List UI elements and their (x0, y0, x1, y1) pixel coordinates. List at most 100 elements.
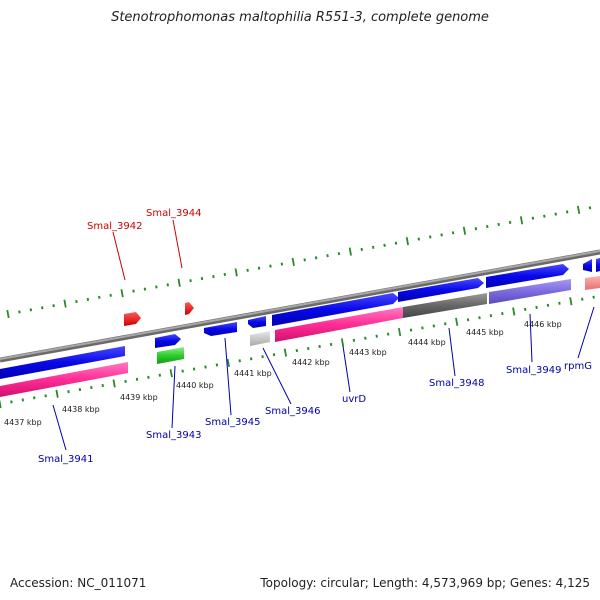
leader-smal-3946 (262, 347, 292, 405)
leader-smal-3944 (172, 219, 183, 269)
label-leaders (52, 219, 595, 451)
kbp-label: 4441 kbp (234, 369, 272, 378)
minor-tick (451, 231, 455, 235)
gene-label-smal-3949[interactable]: Smal_3949 (506, 365, 561, 376)
gene-label-smal-3943[interactable]: Smal_3943 (146, 430, 201, 441)
minor-tick (257, 266, 261, 270)
minor-tick (155, 285, 158, 289)
gene-label-smal-3941[interactable]: Smal_3941 (38, 454, 93, 465)
feature-smal-3949-reverse[interactable] (489, 279, 571, 304)
kbp-label: 4438 kbp (62, 405, 100, 414)
minor-tick (189, 279, 192, 283)
reverse-features (0, 276, 600, 397)
backbone (0, 249, 600, 363)
gene-edge-forward[interactable] (596, 258, 600, 272)
kbp-label: 4445 kbp (466, 328, 504, 337)
major-tick (234, 268, 238, 277)
gene-label-smal-3942[interactable]: Smal_3942 (87, 221, 142, 232)
major-tick (340, 338, 345, 347)
minor-tick (394, 241, 398, 245)
minor-tick (269, 264, 272, 268)
minor-tick (52, 304, 55, 308)
minor-tick (531, 216, 535, 220)
leader-smal-3948 (448, 327, 456, 377)
kbp-label: 4442 kbp (292, 358, 330, 367)
gene-smal-3946-arrow[interactable] (248, 316, 266, 328)
minor-tick (371, 245, 375, 249)
major-tick (120, 289, 124, 298)
kbp-label: 4446 kbp (524, 320, 562, 329)
gene-label-smal-3948[interactable]: Smal_3948 (429, 378, 484, 389)
minor-tick (212, 274, 215, 279)
major-tick (576, 205, 581, 215)
feature-smal-3946-reverse[interactable] (250, 331, 270, 346)
minor-tick (166, 283, 169, 287)
minor-tick (474, 227, 478, 231)
kbp-label-group: 4437 kbp 4438 kbp 4439 kbp 4440 kbp 4441… (4, 320, 562, 427)
accession-text: Accession: NC_011071 (10, 576, 147, 590)
major-tick (169, 369, 173, 378)
major-tick (112, 379, 116, 388)
major-tick (63, 299, 67, 308)
leader-smal-3945 (224, 337, 232, 416)
minor-tick (543, 214, 546, 218)
gene-label-uvrd[interactable]: uvrD (342, 394, 366, 405)
minor-tick (246, 268, 249, 272)
minor-tick (326, 254, 329, 258)
major-tick (397, 327, 402, 337)
major-tick (283, 348, 288, 357)
hypothetical-genes (124, 302, 194, 326)
minor-tick (40, 306, 44, 310)
major-tick (291, 257, 295, 267)
minor-tick (86, 297, 90, 301)
minor-tick (428, 235, 432, 239)
minor-tick (109, 293, 112, 297)
gene-rpmg-forward[interactable] (583, 259, 592, 272)
gene-label-rpmg[interactable]: rpmG (564, 361, 592, 372)
major-tick (512, 307, 516, 316)
gene-label-smal-3945[interactable]: Smal_3945 (205, 417, 260, 428)
feature-smal-3943-reverse[interactable] (157, 347, 184, 364)
kbp-label: 4443 kbp (349, 348, 387, 357)
minor-tick (132, 289, 135, 293)
minor-tick (497, 222, 500, 227)
minor-tick (417, 237, 421, 241)
minor-tick (486, 225, 489, 229)
major-tick (348, 247, 352, 256)
gene-smal-3942-arrow[interactable] (124, 312, 141, 326)
gene-smal-3948-forward[interactable] (398, 278, 484, 302)
gene-label-smal-3944[interactable]: Smal_3944 (146, 208, 201, 219)
minor-tick (75, 299, 78, 304)
major-tick (0, 399, 2, 409)
feature-smal-3941-reverse[interactable] (0, 362, 128, 397)
major-tick (405, 237, 410, 246)
major-tick (462, 226, 467, 235)
gene-smal-3943-arrow[interactable] (155, 334, 181, 348)
feature-smal-3948-reverse[interactable] (403, 293, 487, 318)
major-tick (55, 389, 59, 398)
forward-genes (0, 258, 600, 379)
kbp-label: 4439 kbp (120, 393, 158, 402)
minor-tick (383, 243, 386, 247)
minor-tick (440, 233, 443, 237)
feature-uvrd-reverse[interactable] (275, 307, 403, 342)
gene-uvrd-forward[interactable] (272, 293, 399, 326)
kbp-label: 4437 kbp (4, 418, 42, 427)
feature-rpmg-reverse[interactable] (585, 276, 600, 290)
gene-smal-3944-arrow[interactable] (185, 302, 194, 315)
map-title: Stenotrophomonas maltophilia R551-3, com… (111, 10, 489, 25)
gene-smal-3945-arrow[interactable] (204, 322, 237, 336)
outer-tick-track (6, 205, 592, 319)
minor-tick (588, 206, 592, 210)
minor-tick (200, 277, 204, 281)
minor-tick (337, 252, 341, 256)
major-tick (569, 297, 573, 306)
minor-tick (314, 256, 318, 260)
major-tick (226, 358, 230, 367)
gene-smal-3941-forward[interactable] (0, 346, 125, 379)
kbp-label: 4440 kbp (176, 381, 214, 390)
gene-smal-3949-forward[interactable] (486, 264, 569, 288)
gene-label-smal-3946[interactable]: Smal_3946 (265, 406, 320, 417)
leader-smal-3943 (171, 365, 176, 429)
